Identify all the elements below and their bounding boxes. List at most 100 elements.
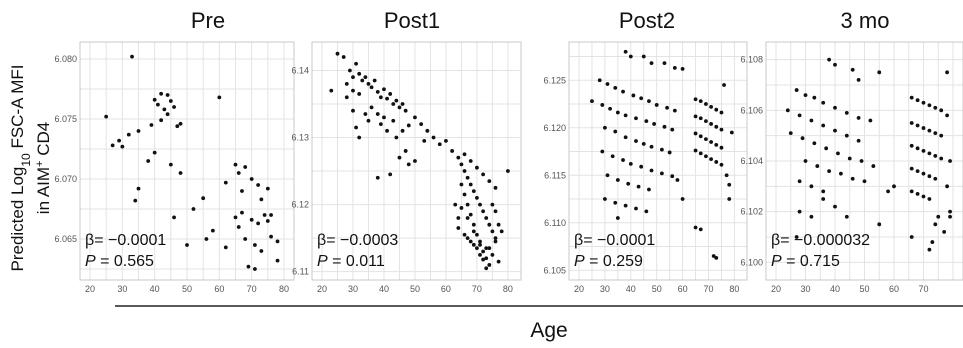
data-point: [378, 122, 383, 127]
data-point: [375, 90, 380, 94]
y-tick-label: 6.106: [740, 105, 763, 115]
data-point: [641, 54, 646, 59]
data-point: [478, 239, 482, 244]
data-point: [366, 81, 371, 86]
beta-annotation: β= −0.0003: [317, 232, 398, 249]
y-axis-label-line2: in AIM+ CD4: [34, 122, 53, 214]
data-point: [727, 182, 732, 187]
data-point: [827, 169, 831, 174]
data-point: [859, 159, 864, 163]
data-point: [647, 187, 651, 192]
y-axis-label-part: Predicted Log: [8, 167, 27, 272]
data-point: [506, 169, 510, 173]
data-point: [939, 133, 944, 138]
data-point: [927, 174, 932, 179]
data-point: [847, 156, 852, 161]
data-point: [636, 184, 641, 189]
y-axis-label-line1: Predicted Log10 FSC-A MFI: [8, 64, 33, 271]
data-point: [459, 162, 464, 167]
data-point: [275, 258, 280, 263]
data-point: [921, 194, 926, 199]
data-point: [933, 154, 938, 158]
data-point: [927, 128, 932, 133]
data-point: [856, 138, 861, 143]
data-point: [698, 227, 703, 232]
y-axis-label-part: FSC-A MFI: [8, 64, 27, 153]
data-point: [909, 95, 914, 100]
data-point: [233, 215, 238, 220]
data-point: [357, 135, 362, 140]
data-point: [719, 127, 724, 132]
data-point: [406, 162, 411, 167]
data-point: [178, 171, 183, 175]
data-point: [877, 222, 882, 227]
data-point: [159, 118, 164, 123]
data-point: [623, 203, 628, 208]
grid: [312, 42, 521, 280]
data-point: [797, 113, 802, 118]
data-point: [871, 164, 876, 168]
data-point: [948, 214, 952, 219]
y-tick-label: 6.12: [291, 200, 309, 210]
y-axis-label-part: CD4: [34, 122, 53, 161]
data-point: [133, 198, 138, 203]
data-point: [388, 172, 393, 177]
data-point: [481, 249, 486, 254]
data-point: [639, 96, 644, 101]
data-point: [909, 143, 914, 148]
data-point: [475, 246, 479, 251]
data-point: [605, 82, 610, 86]
data-point: [120, 144, 125, 149]
x-tick-label: 20: [317, 284, 327, 294]
x-tick-label: 60: [889, 284, 899, 294]
data-point: [709, 157, 713, 162]
data-point: [639, 164, 644, 169]
x-tick-label: 20: [771, 284, 781, 294]
data-point: [471, 189, 476, 194]
data-point: [372, 78, 377, 83]
data-point: [662, 124, 667, 129]
data-point: [945, 70, 949, 75]
data-point: [868, 118, 873, 123]
data-point: [833, 105, 837, 110]
data-point: [360, 78, 365, 83]
data-point: [462, 192, 467, 197]
data-point: [335, 51, 340, 56]
data-point: [475, 195, 479, 200]
data-point: [945, 184, 949, 189]
panel-title: Post1: [384, 8, 440, 33]
data-point: [256, 221, 261, 226]
data-point: [909, 121, 914, 125]
beta-annotation: β= −0.000032: [771, 232, 870, 249]
data-point: [478, 202, 482, 207]
data-point: [921, 126, 926, 130]
data-point: [797, 209, 802, 214]
data-point: [363, 75, 368, 80]
data-point: [862, 179, 867, 184]
beta-annotation: β= −0.0001: [574, 232, 655, 249]
panel-0: Pre 20 30 40 50 60 70 80 6.065 6.070 6.075 6.080 β= …: [54, 8, 295, 294]
data-point: [634, 139, 638, 143]
x-tick-label: 80: [279, 284, 289, 294]
y-tick-label: 6.120: [543, 123, 566, 133]
data-point: [487, 179, 492, 184]
data-point: [680, 66, 685, 71]
data-point: [256, 183, 261, 187]
data-point: [704, 119, 708, 123]
p-value-annotation: P = 0.259: [574, 253, 643, 270]
data-point: [217, 95, 222, 100]
x-tick-label: 30: [800, 284, 810, 294]
data-point: [719, 162, 724, 167]
data-point: [803, 93, 808, 98]
data-point: [812, 95, 817, 100]
data-point: [698, 99, 703, 104]
data-point: [490, 202, 495, 207]
data-point: [628, 54, 633, 59]
x-axis-label: Age: [530, 319, 567, 342]
data-point: [269, 213, 273, 217]
data-point: [357, 92, 362, 96]
p-symbol: P: [771, 253, 782, 270]
data-point: [351, 108, 355, 113]
data-point: [927, 247, 932, 252]
x-tick-label: 70: [918, 284, 928, 294]
